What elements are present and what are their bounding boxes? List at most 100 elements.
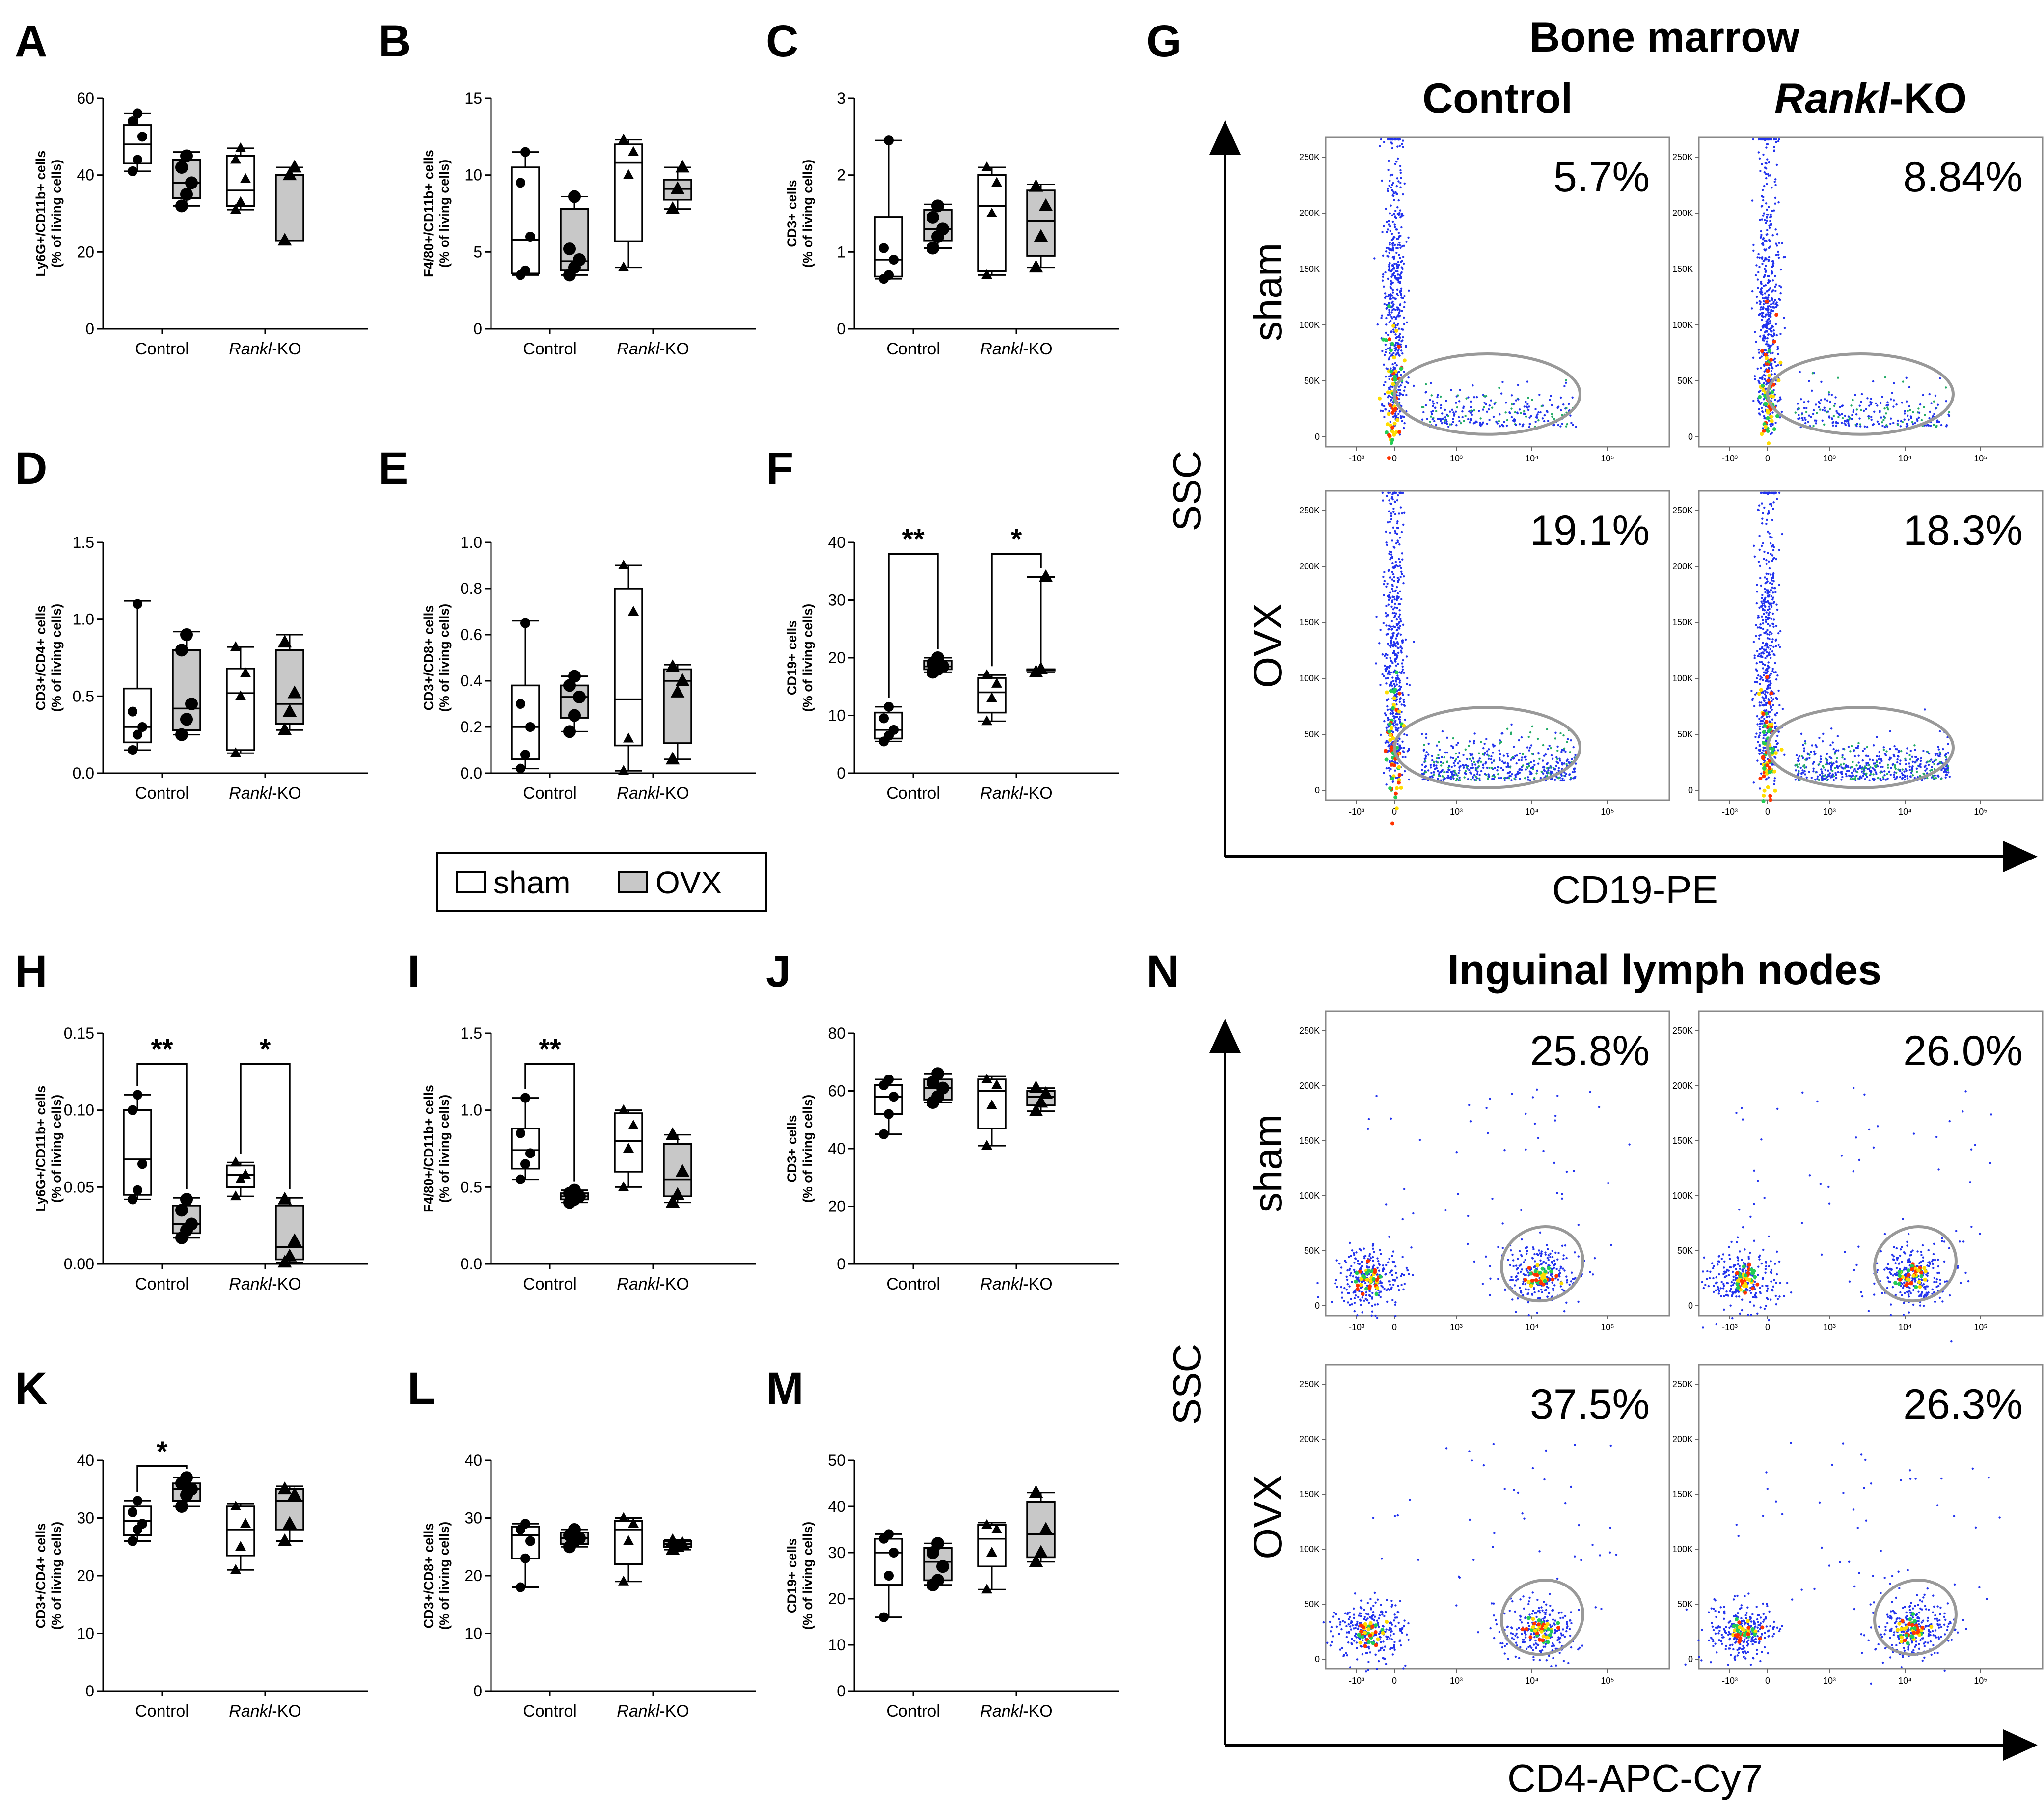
event-dot [1393,263,1396,265]
y-tick-label: 0 [473,1682,482,1700]
event-dot [1903,418,1906,421]
event-dot [1401,641,1404,643]
event-dot [1776,348,1779,350]
event-dot [1399,290,1401,293]
event-dot [1389,512,1392,515]
event-dot [1799,371,1801,373]
event-dot [1770,303,1772,306]
event-dot [1391,173,1394,176]
event-dot [1866,746,1869,749]
event-dot [1391,323,1396,328]
event-dot [1752,243,1755,246]
event-dot [1425,383,1427,386]
event-dot [1823,406,1826,409]
event-dot [1882,776,1884,779]
event-dot [1519,778,1521,780]
event-dot [1538,394,1541,396]
event-dot [1389,1280,1391,1283]
event-dot [1765,648,1768,651]
event-dot [1537,419,1540,422]
event-dot [1386,543,1389,546]
event-dot [1441,422,1443,425]
dot-plot-y-tick: 250K [1299,152,1320,162]
sham-box-rankl-ko [977,161,1007,279]
event-dot [1392,242,1395,244]
event-dot [1770,606,1773,608]
event-dot [1398,385,1400,388]
sham-box-control [123,108,152,176]
event-dot [1835,777,1837,780]
event-dot [1562,734,1565,737]
event-dot [1399,564,1401,567]
event-dot [1758,606,1761,609]
gate-percentage: 19.1% [1530,507,1650,554]
event-dot [1395,161,1398,163]
event-dot [1392,526,1395,529]
event-dot [1876,755,1878,757]
event-dot [1759,787,1761,790]
event-dot [1906,747,1908,750]
event-dot [1761,502,1763,505]
event-dot [1906,777,1909,780]
event-dot [1908,405,1910,408]
ovx-box-rankl-ko [275,634,304,735]
event-dot [1947,771,1950,774]
event-dot [1766,337,1769,340]
event-dot [1385,740,1388,742]
event-dot [1761,596,1763,599]
event-dot [1911,767,1914,769]
event-dot [1509,770,1511,773]
event-dot [1390,605,1393,608]
event-dot [1881,766,1884,768]
event-dot [1901,768,1904,771]
event-dot [1452,421,1454,424]
event-dot [1752,544,1755,547]
event-dot [1394,761,1397,764]
event-dot [1529,731,1532,734]
event-dot [1385,670,1387,672]
event-dot [1396,520,1399,523]
ovx-box-rankl-ko [663,160,692,214]
event-dot [1812,770,1815,773]
event-dot [1488,408,1490,411]
data-point [516,1582,525,1592]
event-dot [1515,762,1518,765]
event-dot [1446,423,1448,425]
event-dot [1393,606,1396,609]
data-point [128,745,137,755]
event-dot [1765,523,1768,525]
event-dot [1772,769,1777,774]
event-dot [1919,759,1922,762]
event-dot [1384,741,1387,744]
event-dot [1391,396,1393,399]
event-dot [1759,236,1762,239]
event-dot [1393,791,1398,796]
category-label-suffix: -KO [272,784,301,803]
event-dot [1808,757,1811,759]
event-dot [1768,224,1771,227]
event-dot [1757,508,1759,511]
event-dot [1771,210,1773,212]
event-dot [1563,779,1566,781]
event-dot [1762,260,1765,263]
event-dot [1433,420,1436,423]
event-dot [1498,386,1500,389]
data-point [618,134,629,144]
event-dot [1766,183,1768,186]
event-dot [1569,414,1572,417]
event-dot [1813,750,1816,753]
legend-ovx-label: OVX [655,865,722,900]
event-dot [1335,1259,1338,1262]
event-dot [1525,401,1527,403]
event-dot [1387,433,1391,437]
event-dot [1398,242,1401,244]
event-dot [1441,756,1443,758]
event-dot [1390,354,1392,357]
event-dot [1852,409,1855,412]
event-dot [1887,763,1889,766]
event-dot [1767,307,1770,310]
event-dot [1886,401,1889,403]
event-dot [1836,412,1839,414]
event-dot [1389,550,1391,553]
event-dot [1400,620,1402,623]
